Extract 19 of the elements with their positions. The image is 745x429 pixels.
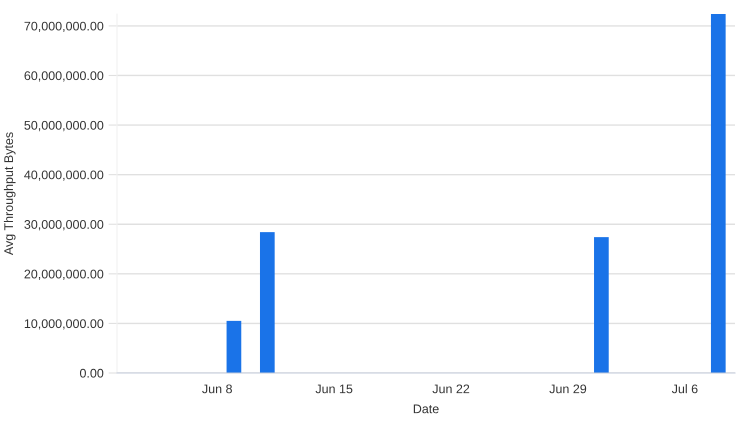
bar (594, 237, 609, 373)
x-tick-label: Jun 8 (202, 384, 232, 394)
y-tick-label: 40,000,000.00 (24, 170, 104, 181)
x-tick-label: Jul 6 (672, 384, 698, 394)
y-tick-label: 70,000,000.00 (24, 22, 104, 32)
y-tick-label: 10,000,000.00 (24, 319, 104, 330)
y-axis-title: Avg Throughput Bytes (4, 132, 16, 256)
y-tick-label: 0.00 (80, 368, 104, 378)
x-tick-label: Jun 29 (549, 384, 586, 394)
bar (260, 232, 275, 373)
bar (226, 320, 242, 373)
y-tick-label: 50,000,000.00 (24, 120, 104, 132)
bar (710, 14, 726, 373)
x-tick-label: Jun 15 (316, 384, 352, 394)
x-tick-label: Jun 22 (432, 384, 470, 394)
y-tick-label: 30,000,000.00 (24, 220, 104, 230)
x-axis-title: Date (414, 404, 439, 414)
y-tick-label: 20,000,000.00 (24, 270, 104, 280)
y-tick-label: 60,000,000.00 (24, 71, 104, 82)
